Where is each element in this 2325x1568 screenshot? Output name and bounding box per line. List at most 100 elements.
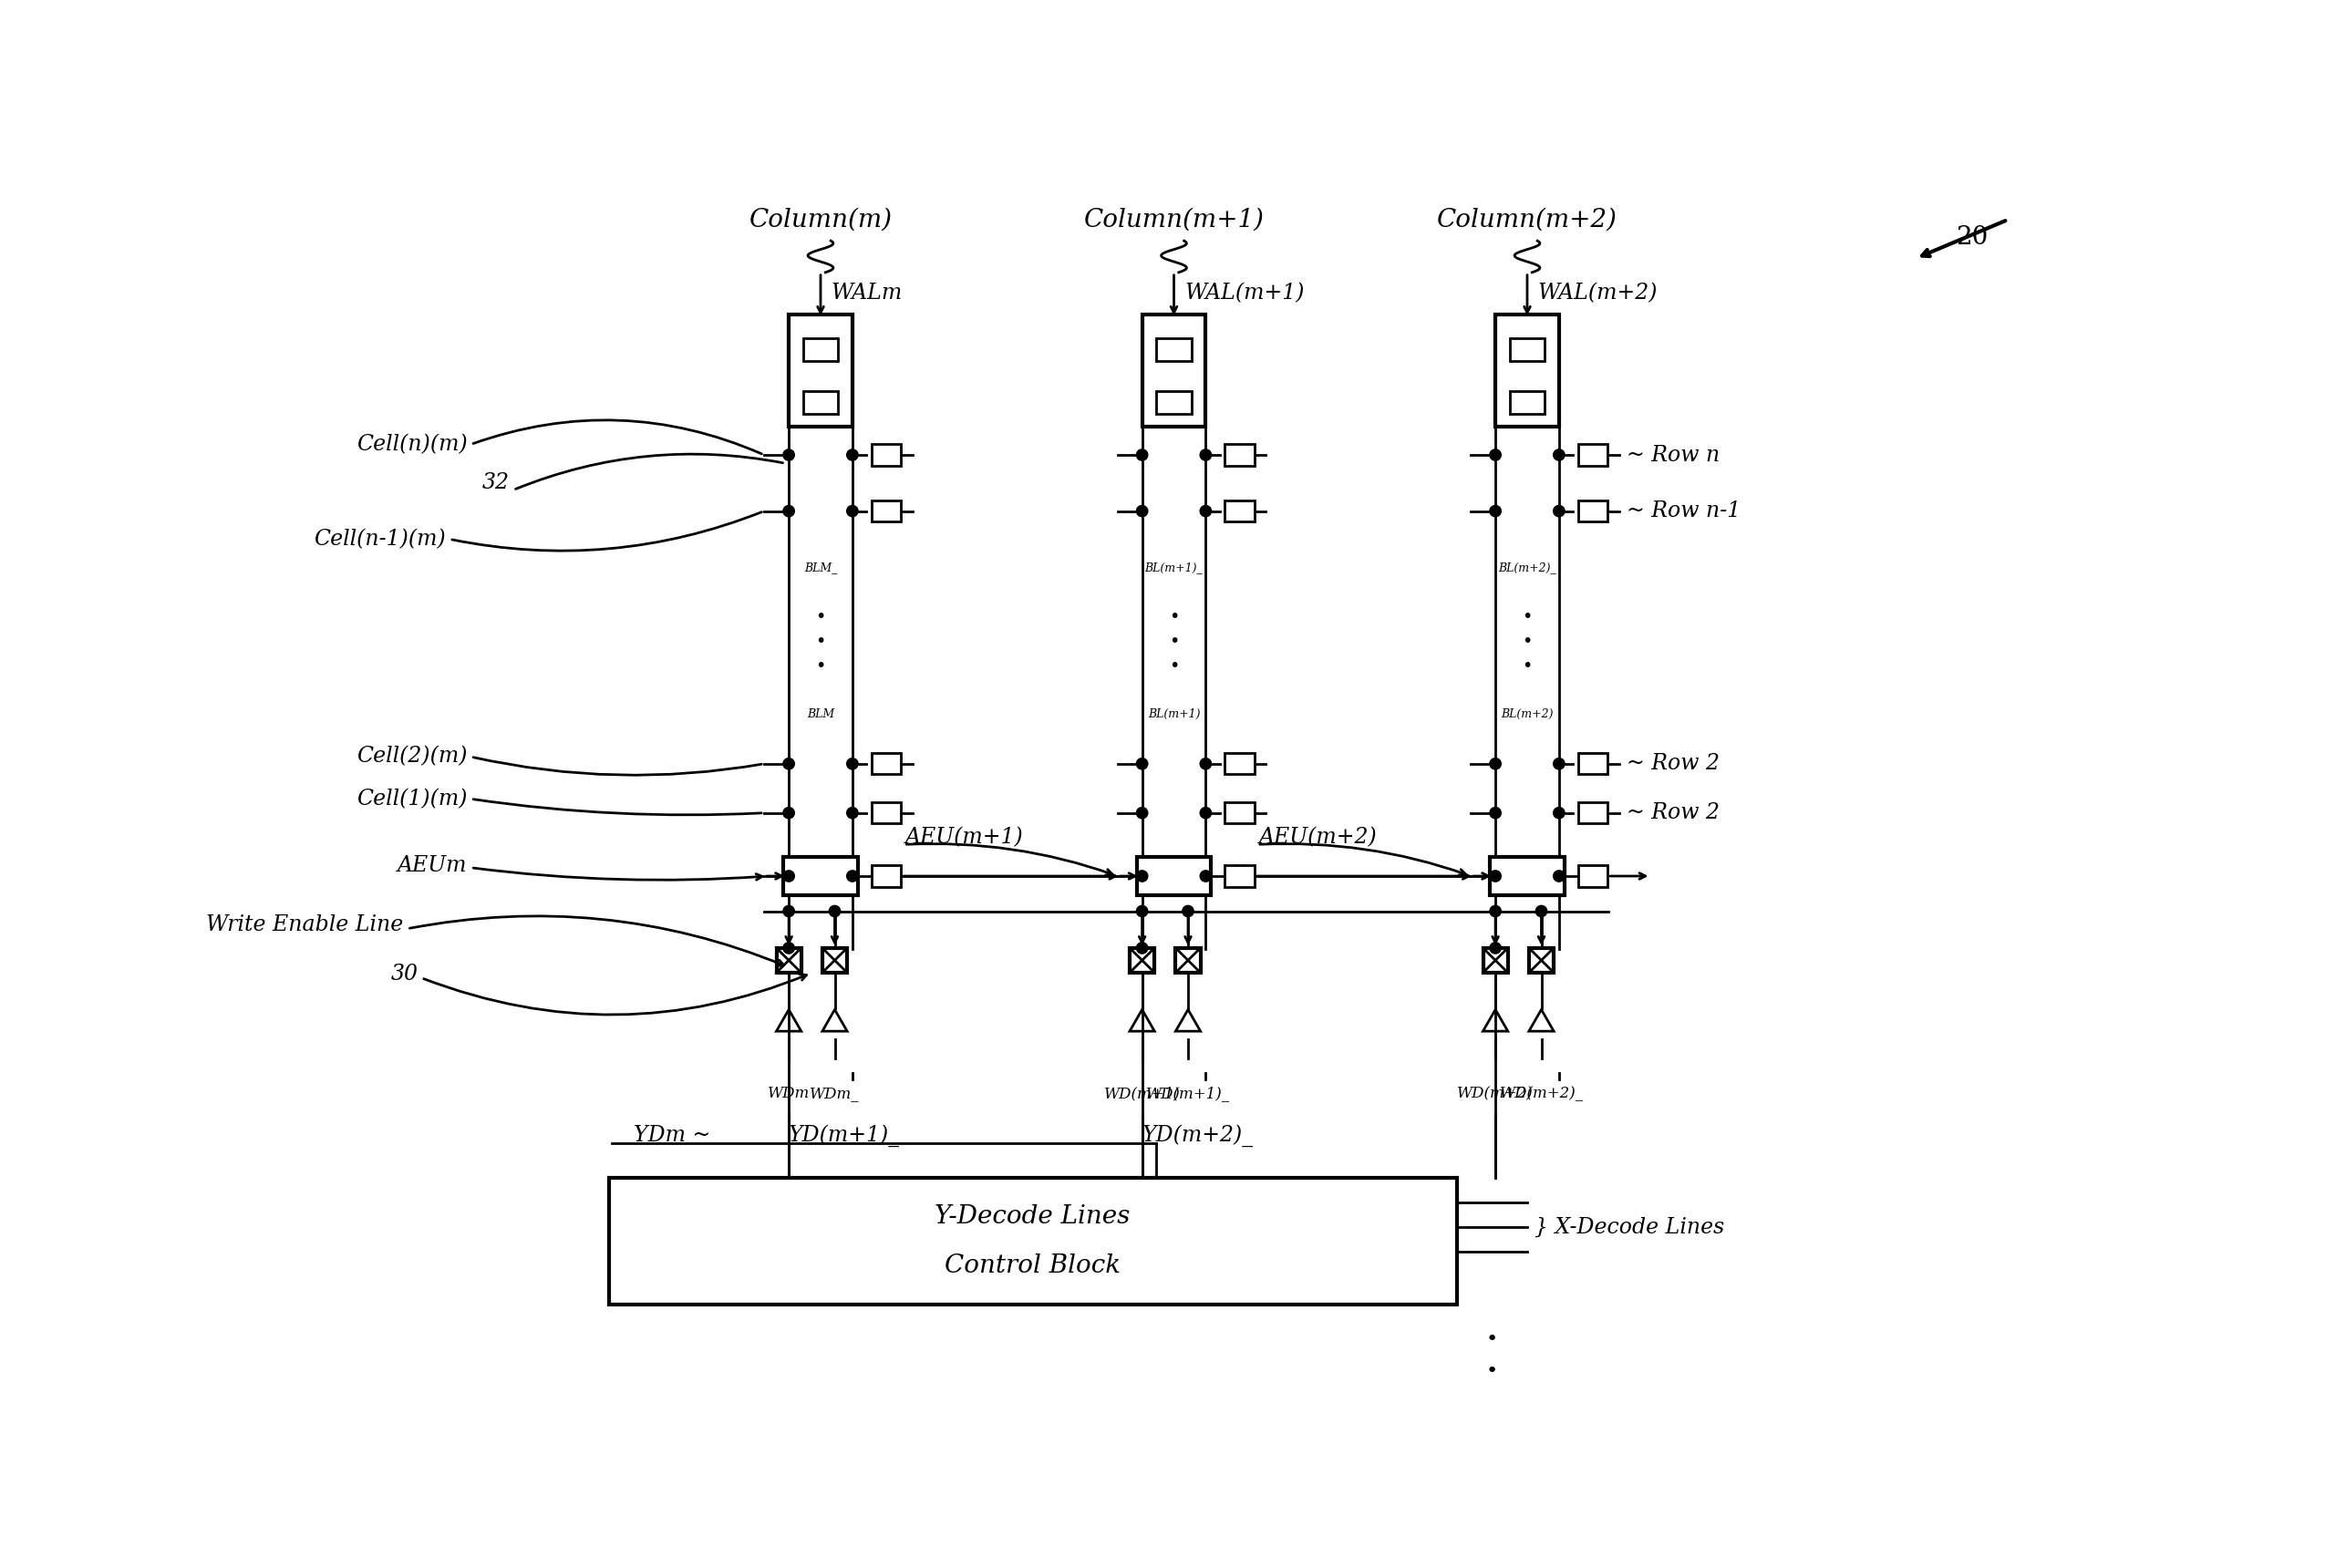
Bar — [1176, 949, 1200, 972]
Text: AEU(m+1): AEU(m+1) — [904, 826, 1023, 848]
Circle shape — [1137, 808, 1149, 818]
Text: BL(m+1): BL(m+1) — [1149, 709, 1200, 721]
Circle shape — [846, 505, 858, 517]
Circle shape — [784, 808, 795, 818]
Bar — [1495, 315, 1560, 426]
Bar — [872, 500, 902, 522]
Text: YD(m+2)_: YD(m+2)_ — [1142, 1124, 1253, 1148]
Circle shape — [1490, 450, 1502, 461]
Text: YDm ~: YDm ~ — [632, 1126, 709, 1146]
Text: WAL(m+2): WAL(m+2) — [1537, 282, 1658, 304]
Text: WD(m+2)_: WD(m+2)_ — [1500, 1087, 1583, 1101]
Circle shape — [784, 942, 795, 953]
Text: BLM: BLM — [807, 709, 835, 721]
Text: WAL(m+1): WAL(m+1) — [1183, 282, 1304, 304]
Bar — [788, 315, 853, 426]
Text: Cell(n)(m): Cell(n)(m) — [356, 434, 467, 455]
Text: Cell(n-1)(m): Cell(n-1)(m) — [314, 528, 446, 550]
Text: BL(m+1)_: BL(m+1)_ — [1144, 561, 1202, 574]
Text: WD(m+1): WD(m+1) — [1104, 1087, 1181, 1101]
Text: Cell(1)(m): Cell(1)(m) — [356, 789, 467, 809]
Text: ~ Row n-1: ~ Row n-1 — [1625, 500, 1741, 522]
Bar — [802, 339, 839, 361]
Circle shape — [1490, 942, 1502, 953]
Bar — [872, 866, 902, 886]
Bar — [777, 949, 802, 972]
Text: YD(m+1)_: YD(m+1)_ — [788, 1124, 900, 1148]
Bar — [1490, 856, 1565, 895]
Bar — [1509, 390, 1544, 414]
Text: 20: 20 — [1955, 224, 1988, 249]
Bar — [872, 444, 902, 466]
Circle shape — [1200, 808, 1211, 818]
Circle shape — [1137, 942, 1149, 953]
Text: } X-Decode Lines: } X-Decode Lines — [1534, 1217, 1725, 1237]
Text: AEUm: AEUm — [398, 855, 467, 877]
Circle shape — [846, 450, 858, 461]
Bar — [1142, 315, 1207, 426]
Text: Control Block: Control Block — [944, 1253, 1121, 1278]
Circle shape — [1200, 759, 1211, 770]
Circle shape — [1137, 759, 1149, 770]
Circle shape — [1490, 906, 1502, 917]
Bar — [1579, 500, 1609, 522]
Text: AEU(m+2): AEU(m+2) — [1258, 826, 1376, 848]
Text: •: • — [1523, 608, 1532, 626]
Circle shape — [784, 906, 795, 917]
Bar — [1530, 949, 1553, 972]
Circle shape — [830, 906, 839, 917]
Text: •: • — [1486, 1330, 1497, 1348]
Bar — [1225, 444, 1256, 466]
Circle shape — [784, 759, 795, 770]
Circle shape — [1553, 870, 1565, 881]
Text: •: • — [1169, 608, 1179, 626]
Bar — [1225, 866, 1256, 886]
Text: 32: 32 — [481, 472, 509, 494]
Circle shape — [1200, 505, 1211, 517]
Bar — [802, 390, 839, 414]
Circle shape — [1553, 759, 1565, 770]
Text: •: • — [1169, 632, 1179, 649]
Text: •: • — [1169, 657, 1179, 674]
Text: •: • — [816, 608, 825, 626]
Text: BLM_: BLM_ — [804, 561, 837, 574]
Text: Y-Decode Lines: Y-Decode Lines — [935, 1204, 1130, 1229]
Text: WD(m+1)_: WD(m+1)_ — [1146, 1087, 1230, 1101]
Text: ~ Row 2: ~ Row 2 — [1625, 753, 1718, 775]
Bar — [1579, 444, 1609, 466]
Bar — [872, 803, 902, 823]
Circle shape — [1490, 505, 1502, 517]
Circle shape — [1553, 505, 1565, 517]
Circle shape — [1137, 870, 1149, 881]
Circle shape — [784, 505, 795, 517]
Bar — [1579, 803, 1609, 823]
Text: Column(m+1): Column(m+1) — [1083, 207, 1265, 232]
Circle shape — [846, 759, 858, 770]
Bar — [1225, 753, 1256, 775]
Text: ~ Row 2: ~ Row 2 — [1625, 803, 1718, 823]
Text: WD(m+2): WD(m+2) — [1458, 1087, 1534, 1101]
Circle shape — [1490, 808, 1502, 818]
Text: WDm: WDm — [767, 1087, 809, 1101]
Text: •: • — [1523, 657, 1532, 674]
Circle shape — [1200, 450, 1211, 461]
Circle shape — [1553, 450, 1565, 461]
Bar — [1579, 753, 1609, 775]
Bar — [1130, 949, 1156, 972]
Bar — [823, 949, 846, 972]
Circle shape — [784, 870, 795, 881]
Text: Column(m): Column(m) — [749, 207, 893, 232]
Bar — [609, 1178, 1455, 1305]
Bar — [784, 856, 858, 895]
Bar — [1225, 803, 1256, 823]
Text: BL(m+2)_: BL(m+2)_ — [1497, 561, 1555, 574]
Text: •: • — [1486, 1363, 1497, 1380]
Bar — [1156, 339, 1190, 361]
Bar — [1579, 866, 1609, 886]
Circle shape — [1537, 906, 1546, 917]
Circle shape — [846, 808, 858, 818]
Circle shape — [1183, 906, 1193, 917]
Bar — [1225, 500, 1256, 522]
Circle shape — [1490, 870, 1502, 881]
Bar — [1483, 949, 1509, 972]
